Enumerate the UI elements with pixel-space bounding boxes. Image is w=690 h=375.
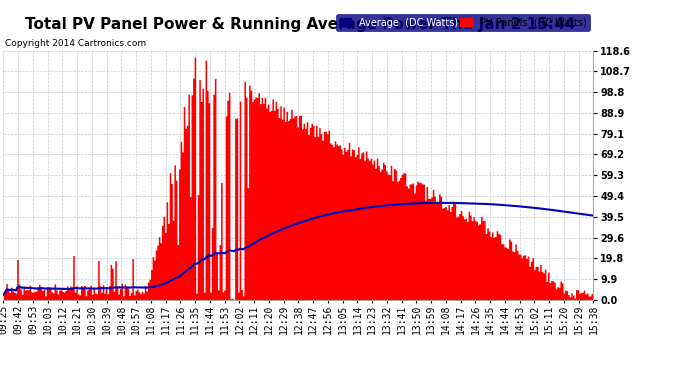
Legend: Average  (DC Watts), PV Panels  (DC Watts): Average (DC Watts), PV Panels (DC Watts): [337, 14, 590, 31]
Text: Total PV Panel Power & Running Average Power Thu Jan 2 15:44: Total PV Panel Power & Running Average P…: [25, 17, 575, 32]
Text: Copyright 2014 Cartronics.com: Copyright 2014 Cartronics.com: [5, 39, 146, 48]
